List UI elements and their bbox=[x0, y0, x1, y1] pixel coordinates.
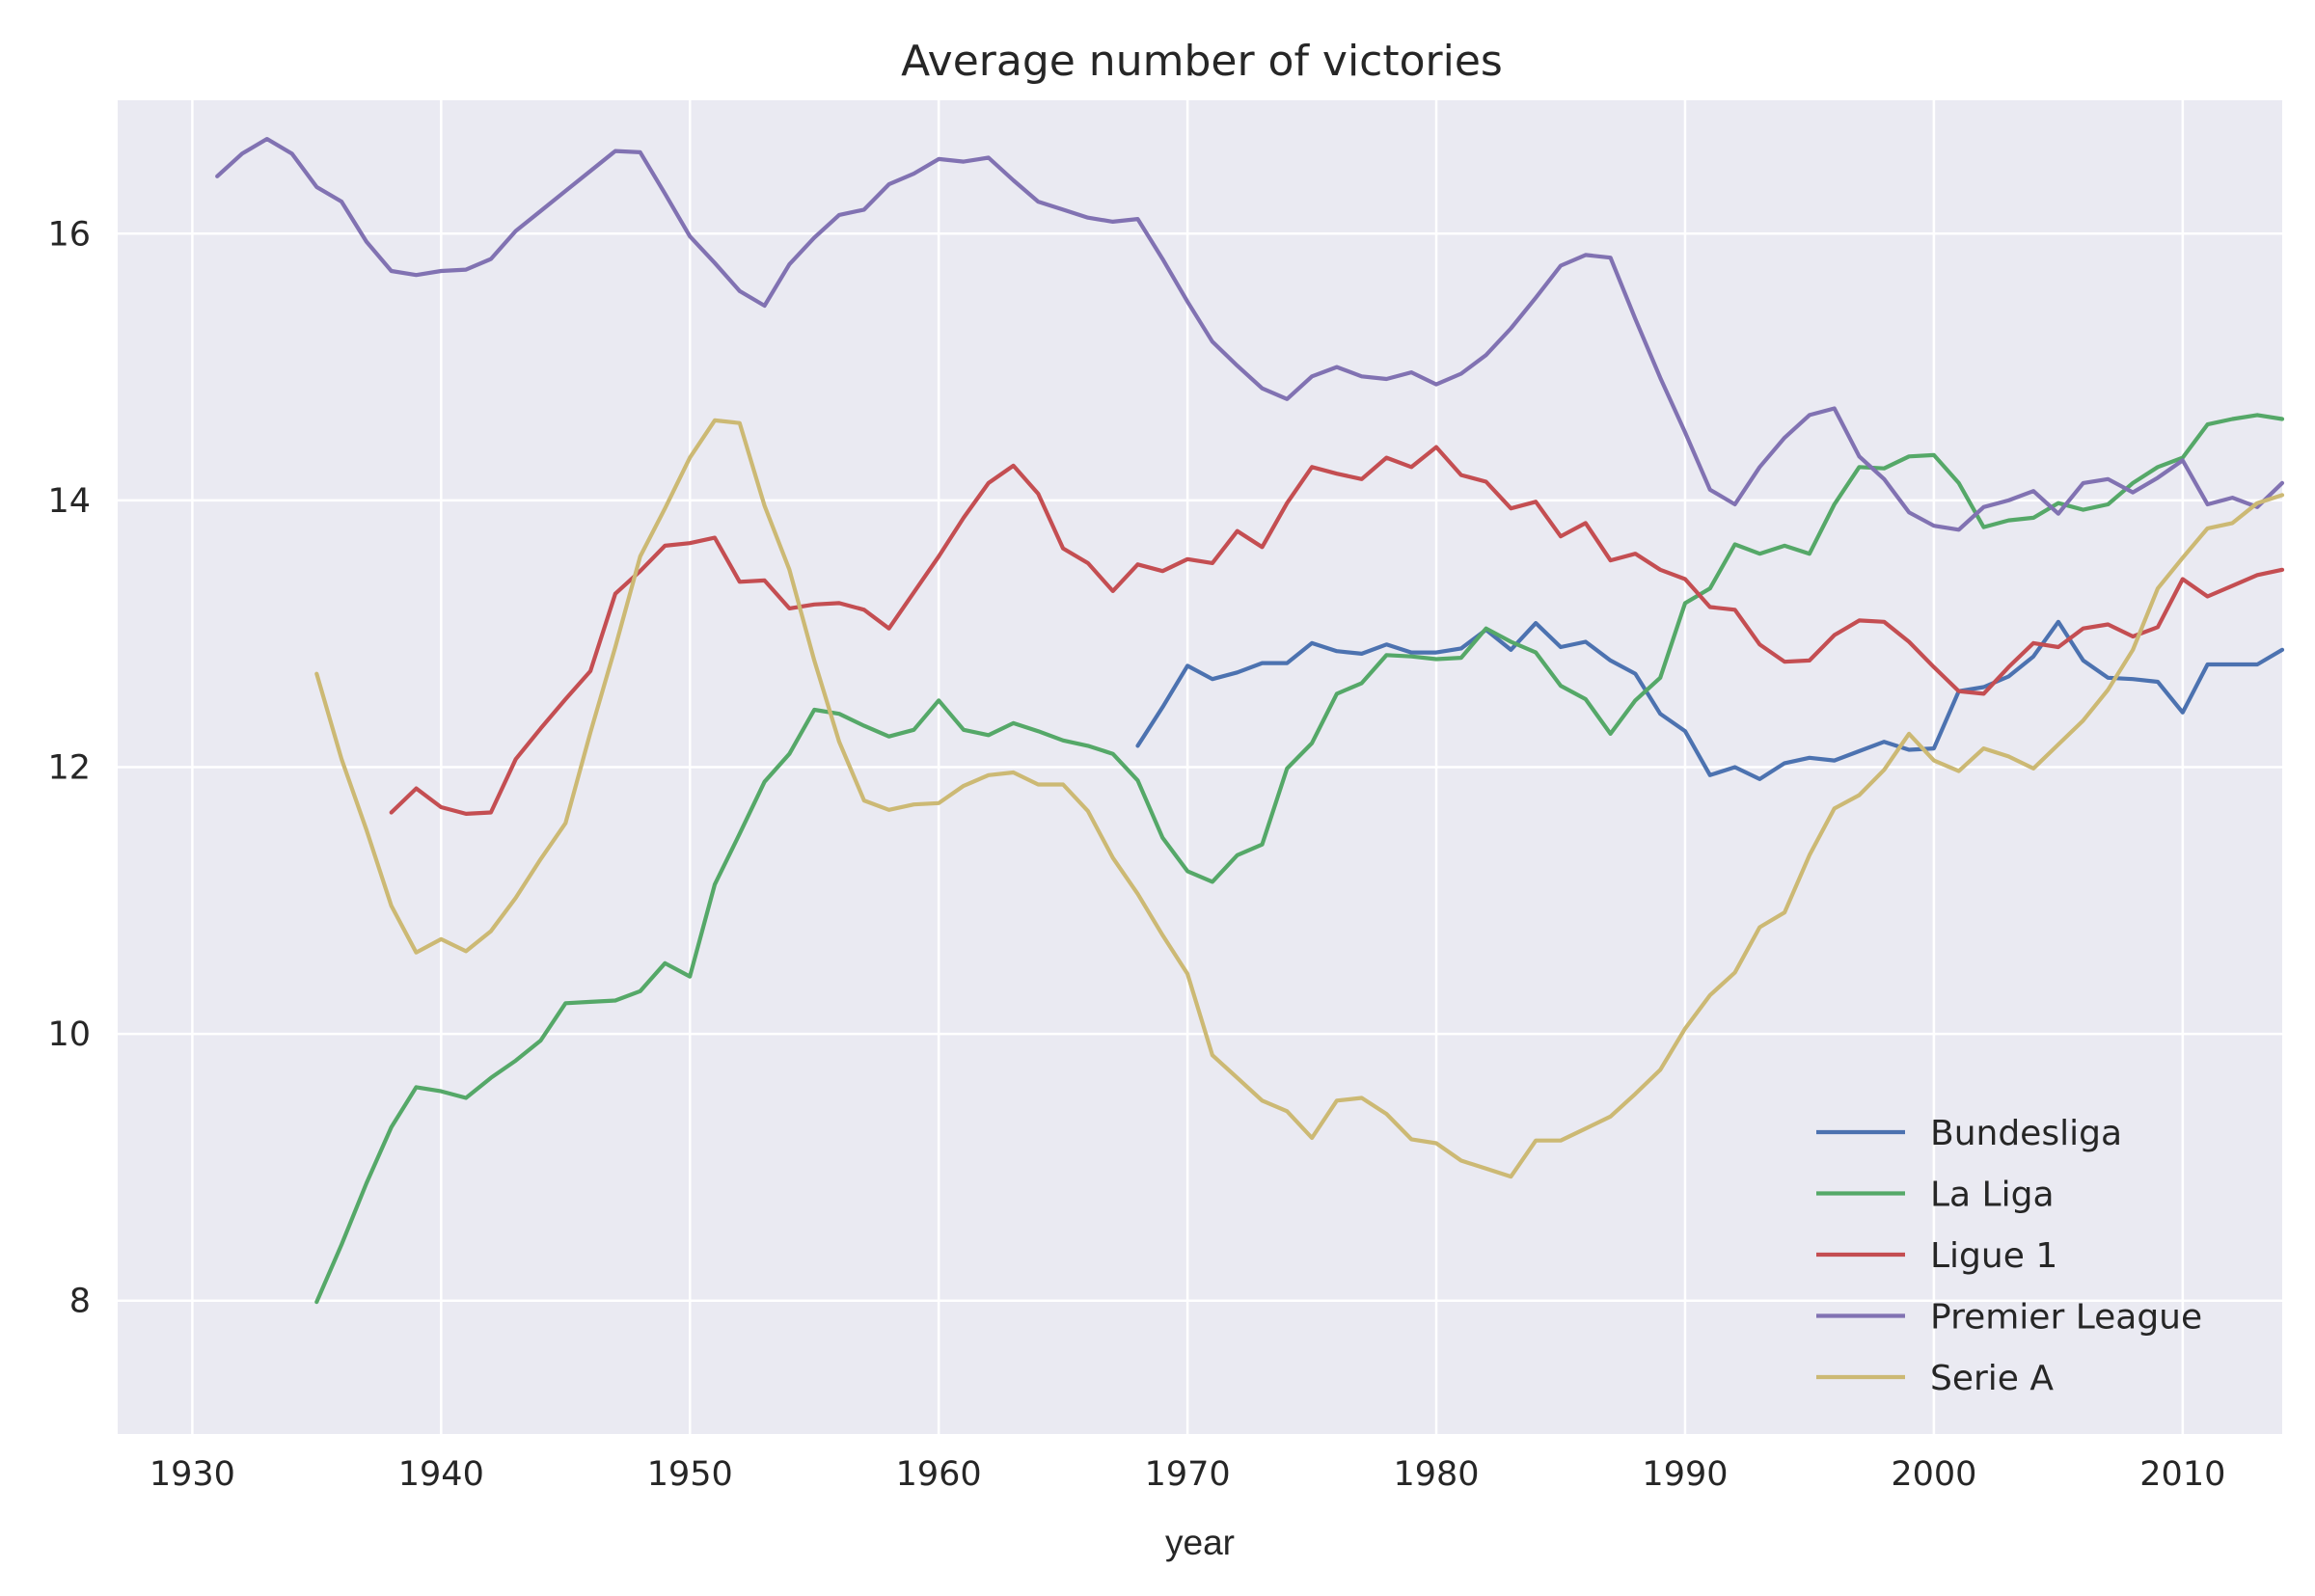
legend-label-bundesliga: Bundesliga bbox=[1930, 1114, 2122, 1153]
legend-label-la-liga: La Liga bbox=[1930, 1176, 2055, 1215]
x-tick-label: 2000 bbox=[1891, 1455, 1976, 1494]
gridlines bbox=[118, 100, 2282, 1434]
x-tick-label: 1980 bbox=[1393, 1455, 1479, 1494]
y-axis-ticks: 8 10 12 14 16 bbox=[47, 215, 91, 1320]
x-tick-label: 1930 bbox=[150, 1455, 235, 1494]
legend-label-premier-league: Premier League bbox=[1930, 1298, 2202, 1338]
y-tick-label: 12 bbox=[47, 749, 91, 788]
series-line-premier-league bbox=[215, 137, 2285, 532]
series-line-ligue-1 bbox=[389, 445, 2285, 817]
y-tick-label: 8 bbox=[69, 1283, 91, 1321]
y-tick-label: 14 bbox=[47, 482, 91, 521]
x-axis-ticks: 1930 1940 1950 1960 1970 1980 1990 2000 2010 bbox=[150, 1455, 2226, 1494]
legend: Bundesliga La Liga Ligue 1 Premier League Se… bbox=[1816, 1114, 2202, 1398]
x-tick-label: 1950 bbox=[647, 1455, 733, 1494]
legend-label-serie-a: Serie A bbox=[1930, 1359, 2054, 1398]
x-tick-label: 1960 bbox=[896, 1455, 982, 1494]
x-tick-label: 1970 bbox=[1145, 1455, 1231, 1494]
series-line-bundesliga bbox=[1135, 619, 2285, 782]
series-line-serie-a bbox=[314, 418, 2285, 1179]
x-tick-label: 1940 bbox=[398, 1455, 484, 1494]
y-tick-label: 10 bbox=[47, 1015, 91, 1054]
chart-title: Average number of victories bbox=[901, 37, 1503, 86]
series-line-la-liga bbox=[314, 413, 2285, 1305]
x-axis-label: year bbox=[1165, 1523, 1235, 1562]
legend-label-ligue-1: Ligue 1 bbox=[1930, 1236, 2057, 1276]
x-tick-label: 1990 bbox=[1642, 1455, 1728, 1494]
series-lines bbox=[215, 137, 2285, 1305]
x-tick-label: 2010 bbox=[2139, 1455, 2225, 1494]
y-tick-label: 16 bbox=[47, 215, 91, 254]
